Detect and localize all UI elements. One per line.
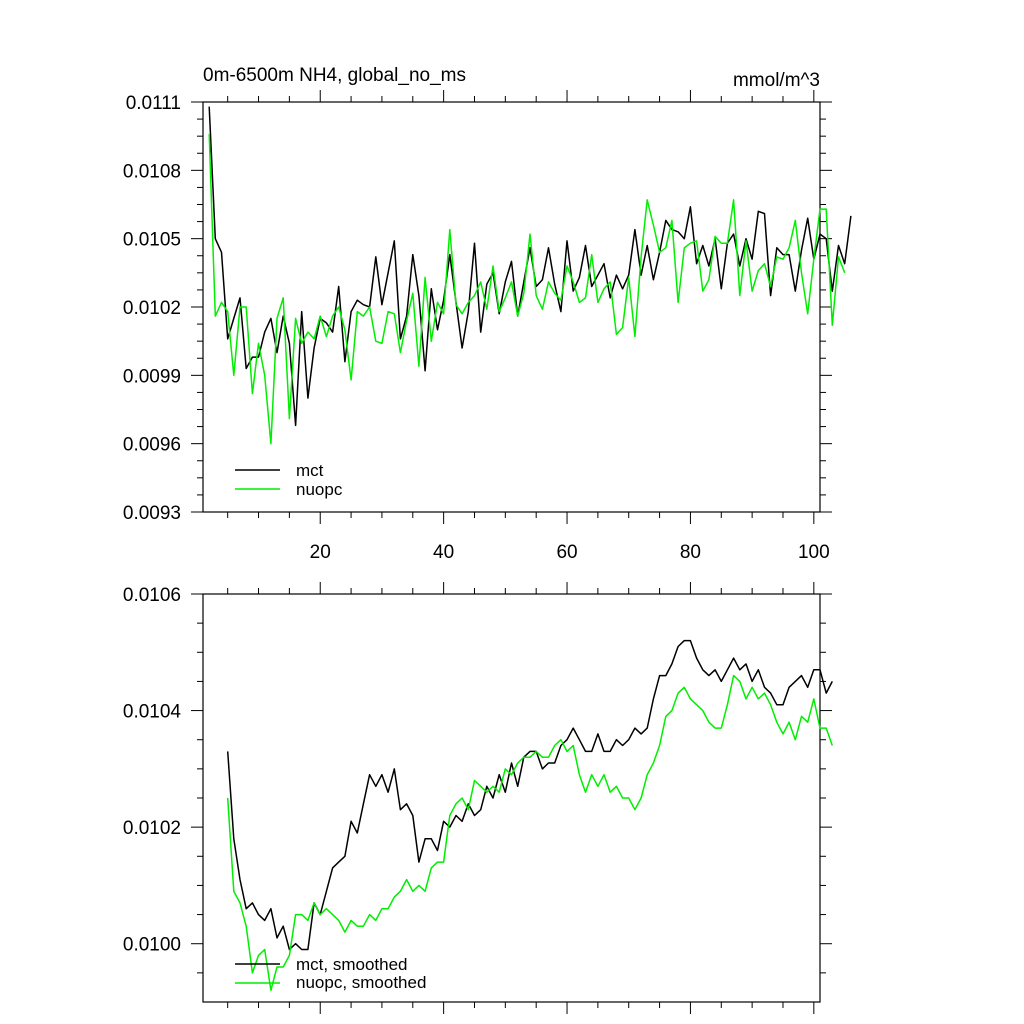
chart-bottom: 0.0100 0.0102 0.0104 0.0106 mct, smoothed n… xyxy=(123,582,834,1014)
legend-label-mct: mct xyxy=(296,461,324,480)
tick-marks xyxy=(191,582,832,1014)
units-label: mmol/m^3 xyxy=(733,70,820,91)
x-axis-labels: 20 40 60 80 100 xyxy=(310,542,830,563)
chart-top: 0m-6500m NH4, global_no_ms mmol/m^3 0.00… xyxy=(123,65,852,563)
x-tick-label: 60 xyxy=(556,542,577,563)
legend-label-mct-smoothed: mct, smoothed xyxy=(296,955,408,974)
plot-frame xyxy=(202,593,821,1003)
y-tick-label: 0.0108 xyxy=(123,161,181,182)
y-tick-label: 0.0106 xyxy=(123,585,181,606)
series-lines xyxy=(208,106,852,445)
y-tick-label: 0.0102 xyxy=(123,818,181,839)
y-tick-label: 0.0093 xyxy=(123,503,181,524)
series-line-nuopc xyxy=(208,133,846,445)
x-tick-label: 80 xyxy=(680,542,701,563)
legend-label-nuopc-smoothed: nuopc, smoothed xyxy=(296,973,426,992)
series-line-mct xyxy=(208,106,852,427)
x-tick-label: 100 xyxy=(798,542,830,563)
y-axis-labels: 0.0100 0.0102 0.0104 0.0106 xyxy=(123,585,182,956)
legend: mct nuopc xyxy=(235,461,343,499)
tick-marks xyxy=(191,90,832,524)
legend: mct, smoothed nuopc, smoothed xyxy=(235,955,426,992)
y-tick-label: 0.0104 xyxy=(123,702,182,723)
plot-frame xyxy=(202,101,821,513)
series-line-mct-smoothed xyxy=(226,639,833,951)
y-tick-label: 0.0102 xyxy=(123,298,181,319)
legend-label-nuopc: nuopc xyxy=(296,480,343,499)
y-axis-labels: 0.0093 0.0096 0.0099 0.0102 0.0105 0.0108 0.01… xyxy=(123,93,181,524)
y-tick-label: 0.0111 xyxy=(126,93,181,114)
x-tick-label: 40 xyxy=(433,542,454,563)
y-tick-label: 0.0105 xyxy=(123,230,181,251)
series-line-nuopc-smoothed xyxy=(226,674,834,992)
chart-title: 0m-6500m NH4, global_no_ms xyxy=(203,65,466,86)
y-tick-label: 0.0099 xyxy=(123,366,181,387)
y-tick-label: 0.0096 xyxy=(123,435,181,456)
y-tick-label: 0.0100 xyxy=(123,935,181,956)
series-lines xyxy=(226,639,834,992)
x-tick-label: 20 xyxy=(310,542,331,563)
